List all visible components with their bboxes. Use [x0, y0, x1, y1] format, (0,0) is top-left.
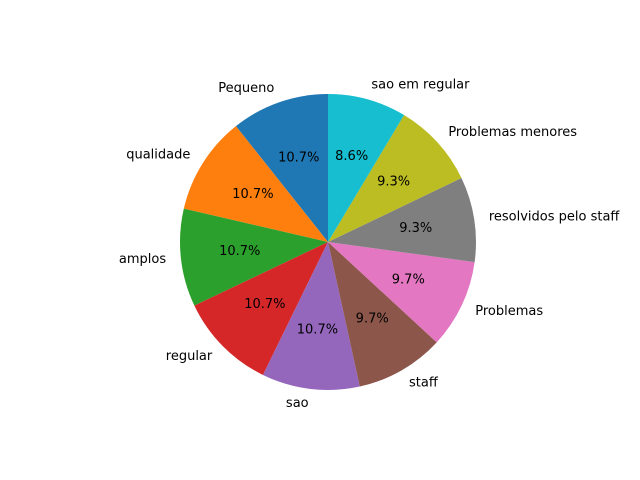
percent-label-problemas-menores: 9.3%	[377, 175, 410, 190]
pie-slice-sao-em-regular	[328, 94, 405, 242]
percent-label-resolvidos-pelo-staff: 9.3%	[399, 221, 432, 236]
category-label-sao: sao	[286, 396, 309, 411]
percent-label-regular: 10.7%	[244, 297, 285, 312]
category-label-problemas-menores: Problemas menores	[448, 125, 577, 140]
category-label-staff: staff	[409, 376, 439, 391]
percent-label-qualidade: 10.7%	[232, 187, 273, 202]
pie-slice-qualidade	[183, 126, 328, 242]
category-labels-layer: Pequeno qualidade amplos regular sao staff Pro…	[119, 78, 621, 412]
percent-label-sao-em-regular: 8.6%	[335, 149, 368, 164]
category-label-pequeno: Pequeno	[218, 81, 274, 96]
pie-slice-staff	[328, 242, 437, 387]
percent-label-staff: 9.7%	[356, 312, 389, 327]
category-label-regular: regular	[166, 349, 213, 364]
pie-slice-pequeno	[235, 94, 328, 242]
pie-slice-sao	[262, 242, 360, 390]
pie-slice-amplos	[179, 208, 328, 306]
percent-label-problemas: 9.7%	[392, 272, 425, 287]
percent-label-pequeno: 10.7%	[278, 151, 319, 166]
pie-slice-problemas-menores	[328, 115, 462, 242]
percent-labels-layer: 10.7% 10.7% 10.7% 10.7% 10.7% 9.7% 9.7% 9.3% 9.3…	[219, 149, 432, 338]
pie-slice-problemas	[328, 242, 475, 343]
slices-layer	[179, 94, 476, 390]
percent-label-sao: 10.7%	[297, 323, 338, 338]
category-label-qualidade: qualidade	[126, 148, 190, 163]
pie-slice-regular	[194, 242, 328, 375]
category-label-sao-em-regular: sao em regular	[371, 78, 470, 93]
category-label-amplos: amplos	[119, 252, 166, 267]
category-label-problemas: Problemas	[475, 304, 543, 319]
category-label-resolvidos-pelo-staff: resolvidos pelo staff	[489, 209, 621, 224]
pie-slice-resolvidos-pelo-staff	[328, 177, 476, 263]
percent-label-amplos: 10.7%	[219, 244, 260, 259]
